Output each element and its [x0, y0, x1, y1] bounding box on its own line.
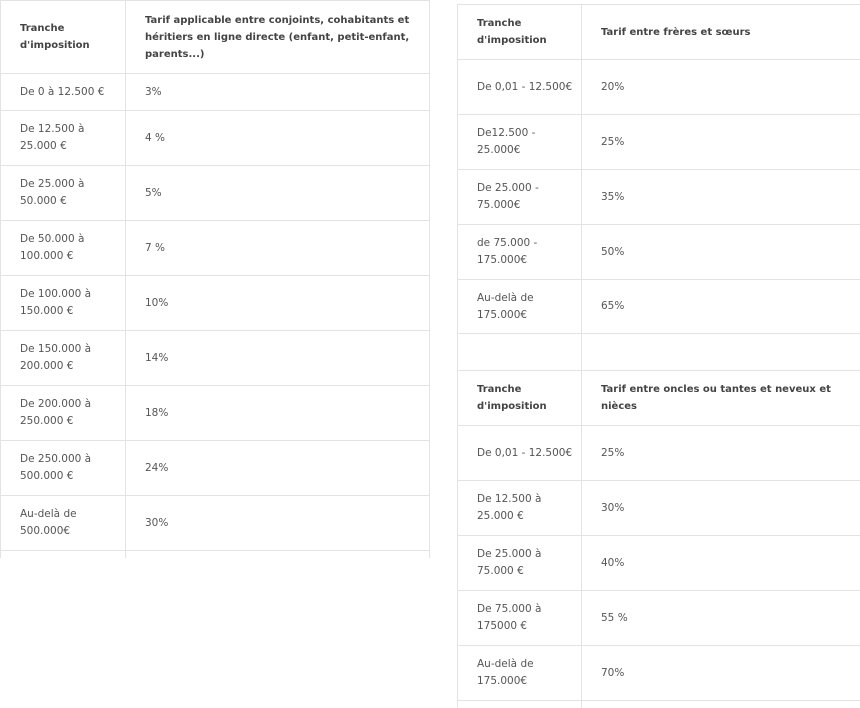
table-row: De 0,01 - 12.500€ 20% — [458, 59, 860, 114]
bracket-cell: De12.500 - 25.000€ — [458, 115, 582, 169]
rate-cell: 3% — [145, 85, 162, 98]
header-cell: Tranche d'imposition — [458, 5, 582, 59]
table-row: De 12.500 à 25.000 € 4 % — [1, 110, 429, 165]
bracket-cell: Au-delà de 175.000€ — [458, 646, 582, 700]
rate-cell: 7 % — [145, 241, 165, 254]
table-row: Au-delà de 175.000€ 70% — [458, 645, 860, 700]
header-cell: Tranche d'imposition — [458, 371, 582, 425]
table-header-row: Tranche d'imposition Tarif entre frères e… — [458, 4, 860, 59]
table-row: De 12.500 à 25.000 € 30% — [458, 480, 860, 535]
bracket-cell: De 100.000 à 150.000 € — [1, 276, 126, 330]
empty-row — [458, 333, 860, 370]
bracket-cell: De 12.500 à 25.000 € — [458, 481, 582, 535]
bracket-cell: De 75.000 à 175000 € — [458, 591, 582, 645]
table-header-row: Tranche d'imposition Tarif entre oncles o… — [458, 370, 860, 425]
rate-cell: 5% — [145, 186, 162, 199]
bracket-cell: De 0,01 - 12.500€ — [458, 60, 582, 114]
table-row: De 0,01 - 12.500€ 25% — [458, 425, 860, 480]
bracket-cell: De 0,01 - 12.500€ — [458, 426, 582, 480]
rate-cell: 30% — [145, 516, 169, 529]
bracket-cell: De 50.000 à 100.000 € — [1, 221, 126, 275]
table-siblings-and-uncles-rates: Tranche d'imposition Tarif entre frères e… — [457, 4, 860, 708]
rate-cell: 10% — [145, 296, 169, 309]
table-row: De 0 à 12.500 € 3% — [1, 73, 429, 110]
bracket-cell: de 75.000 - 175.000€ — [458, 225, 582, 279]
table-row: De 25.000 - 75.000€ 35% — [458, 169, 860, 224]
rate-cell: 70% — [601, 666, 625, 679]
rate-cell: 20% — [601, 80, 625, 93]
table-row: De 150.000 à 200.000 € 14% — [1, 330, 429, 385]
table-header-row: Tranche d'imposition Tarif applicable ent… — [1, 0, 429, 73]
rate-cell — [126, 551, 429, 558]
table-row: De 200.000 à 250.000 € 18% — [1, 385, 429, 440]
bracket-cell: De 25.000 - 75.000€ — [458, 170, 582, 224]
rate-cell — [582, 701, 860, 708]
bracket-cell: De 0 à 12.500 € — [1, 74, 126, 110]
bracket-cell: De 25.000 à 50.000 € — [1, 166, 126, 220]
rate-cell: 35% — [601, 190, 625, 203]
header-cell: Tranche d'imposition — [1, 1, 126, 73]
rate-cell: 30% — [601, 501, 625, 514]
bracket-cell: De 200.000 à 250.000 € — [1, 386, 126, 440]
table-row: Au-delà de 500.000€ 30% — [1, 495, 429, 550]
rate-cell: 24% — [145, 461, 169, 474]
table-row: De 100.000 à 150.000 € 10% — [1, 275, 429, 330]
header-cell: Tarif entre frères et sœurs — [601, 26, 751, 38]
header-cell: Tarif applicable entre conjoints, cohabi… — [145, 14, 410, 60]
bracket-cell: Au-delà de 175.000€ — [458, 280, 582, 333]
bracket-cell — [458, 701, 582, 708]
bracket-cell: De 150.000 à 200.000 € — [1, 331, 126, 385]
table-row: De 25.000 à 75.000 € 40% — [458, 535, 860, 590]
rate-cell: 40% — [601, 556, 625, 569]
bracket-cell: De 12.500 à 25.000 € — [1, 111, 126, 165]
rate-cell: 18% — [145, 406, 169, 419]
table-row: De 50.000 à 100.000 € 7 % — [1, 220, 429, 275]
bracket-cell: De 25.000 à 75.000 € — [458, 536, 582, 590]
bracket-cell: De 250.000 à 500.000 € — [1, 441, 126, 495]
table-row: de 75.000 - 175.000€ 50% — [458, 224, 860, 279]
table-row: Au-delà de 175.000€ 65% — [458, 279, 860, 333]
bracket-cell — [458, 334, 582, 370]
table-row: De 25.000 à 50.000 € 5% — [1, 165, 429, 220]
table-row: De 75.000 à 175000 € 55 % — [458, 590, 860, 645]
table-row: De 250.000 à 500.000 € 24% — [1, 440, 429, 495]
rate-cell — [582, 334, 860, 370]
table-row-partial — [458, 700, 860, 708]
rate-cell: 4 % — [145, 131, 165, 144]
table-direct-line-rates: Tranche d'imposition Tarif applicable ent… — [0, 0, 430, 558]
bracket-cell: Au-delà de 500.000€ — [1, 496, 126, 550]
header-cell: Tarif entre oncles ou tantes et neveux e… — [601, 384, 831, 412]
bracket-cell — [1, 551, 126, 558]
rate-cell: 65% — [601, 300, 625, 312]
rate-cell: 14% — [145, 351, 169, 364]
rate-cell: 55 % — [601, 611, 628, 624]
rate-cell: 50% — [601, 245, 625, 258]
table-row: De12.500 - 25.000€ 25% — [458, 114, 860, 169]
rate-cell: 25% — [601, 135, 625, 148]
table-row-partial — [1, 550, 429, 558]
rate-cell: 25% — [601, 446, 625, 459]
